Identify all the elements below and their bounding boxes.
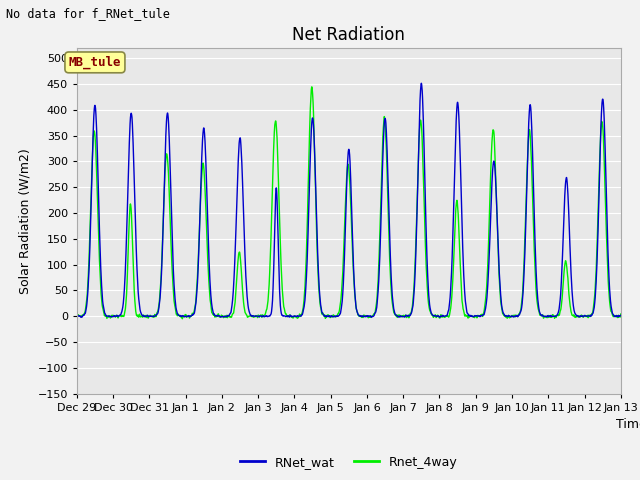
RNet_wat xyxy=(441,313,449,319)
Rnet_4way xyxy=(171,301,179,307)
RNet_wat xyxy=(171,289,179,295)
Rnet_4way xyxy=(73,311,81,316)
Title: Net Radiation: Net Radiation xyxy=(292,25,405,44)
Rnet_4way xyxy=(616,314,624,320)
RNet_wat xyxy=(616,313,624,319)
RNet_wat xyxy=(617,312,625,318)
Y-axis label: Solar Radiation (W/m2): Solar Radiation (W/m2) xyxy=(19,148,32,294)
RNet_wat xyxy=(502,313,509,319)
RNet_wat xyxy=(471,312,479,318)
Rnet_4way xyxy=(471,314,479,320)
Text: No data for f_RNet_tule: No data for f_RNet_tule xyxy=(6,7,170,20)
Rnet_4way xyxy=(502,314,509,320)
Rnet_4way xyxy=(179,316,186,322)
Text: MB_tule: MB_tule xyxy=(68,56,121,69)
Line: RNet_wat: RNet_wat xyxy=(77,84,621,317)
Rnet_4way xyxy=(617,311,625,317)
X-axis label: Time: Time xyxy=(616,418,640,431)
Rnet_4way xyxy=(441,314,449,320)
Rnet_4way xyxy=(329,314,337,320)
Rnet_4way xyxy=(308,84,316,90)
RNet_wat xyxy=(417,81,425,86)
RNet_wat xyxy=(436,314,444,320)
Legend: RNet_wat, Rnet_4way: RNet_wat, Rnet_4way xyxy=(235,451,463,474)
RNet_wat xyxy=(328,313,336,319)
RNet_wat xyxy=(73,313,81,319)
Line: Rnet_4way: Rnet_4way xyxy=(77,87,621,319)
